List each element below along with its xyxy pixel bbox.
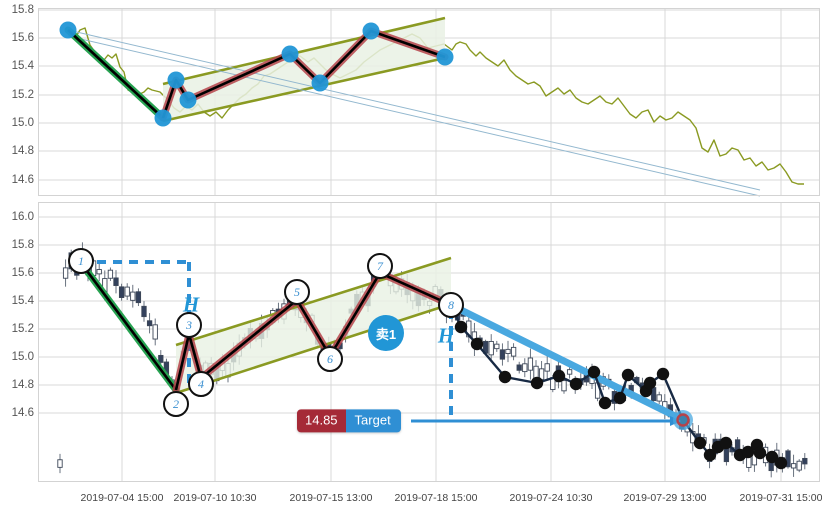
pivot-marker-7[interactable]: 7 (367, 253, 393, 279)
y-tick-label: 14.6 (0, 174, 34, 186)
bottom-chart-panel (38, 202, 820, 482)
x-tick-label: 2019-07-31 15:00 (740, 492, 822, 504)
pivot-marker-label: 5 (294, 286, 300, 298)
pivot-marker-label: 6 (327, 353, 333, 365)
x-tick-label: 2019-07-15 13:00 (290, 492, 373, 504)
x-tick-label: 2019-07-18 15:00 (395, 492, 478, 504)
y-tick-label: 15.4 (0, 295, 34, 307)
y-tick-label: 14.6 (0, 407, 34, 419)
pivot-marker-8[interactable]: 8 (438, 292, 464, 318)
y-tick-label: 14.8 (0, 379, 34, 391)
y-tick-label: 15.8 (0, 239, 34, 251)
x-tick-label: 2019-07-29 13:00 (624, 492, 707, 504)
y-tick-label: 15.2 (0, 89, 34, 101)
top-chart-canvas (38, 8, 820, 196)
y-tick-label: 15.0 (0, 117, 34, 129)
x-tick-label: 2019-07-04 15:00 (81, 492, 164, 504)
y-tick-label: 16.0 (0, 211, 34, 223)
pivot-marker-4[interactable]: 4 (188, 371, 214, 397)
h-label-right: H (438, 324, 454, 349)
target-badge[interactable]: 14.85Target (297, 409, 401, 432)
x-tick-label: 2019-07-24 10:30 (510, 492, 593, 504)
x-tick-label: 2019-07-10 10:30 (174, 492, 257, 504)
bottom-chart-canvas (38, 202, 820, 482)
sell-signal-label: 卖1 (376, 324, 396, 343)
pivot-marker-2[interactable]: 2 (163, 391, 189, 417)
pivot-marker-label: 1 (78, 255, 84, 267)
y-tick-label: 15.6 (0, 267, 34, 279)
pivot-marker-label: 3 (186, 319, 192, 331)
pivot-marker-1[interactable]: 1 (68, 248, 94, 274)
pivot-marker-label: 7 (377, 260, 383, 272)
pivot-marker-label: 2 (173, 398, 179, 410)
pivot-marker-5[interactable]: 5 (284, 279, 310, 305)
y-tick-label: 15.6 (0, 32, 34, 44)
target-price-value: 14.85 (297, 409, 346, 432)
y-tick-label: 14.8 (0, 145, 34, 157)
h-label-left: H (183, 293, 199, 318)
target-label: Target (346, 409, 401, 432)
y-tick-label: 15.4 (0, 60, 34, 72)
sell-signal-badge[interactable]: 卖1 (368, 315, 404, 351)
y-tick-label: 15.0 (0, 351, 34, 363)
chart-screenshot: 15.8 15.6 15.4 15.2 15.0 14.8 14.6 16.0 15.8 15.… (0, 0, 822, 523)
pivot-marker-6[interactable]: 6 (317, 346, 343, 372)
top-chart-panel (38, 8, 820, 196)
pivot-marker-label: 8 (448, 299, 454, 311)
y-tick-label: 15.2 (0, 323, 34, 335)
pivot-marker-label: 4 (198, 378, 204, 390)
y-tick-label: 15.8 (0, 4, 34, 16)
